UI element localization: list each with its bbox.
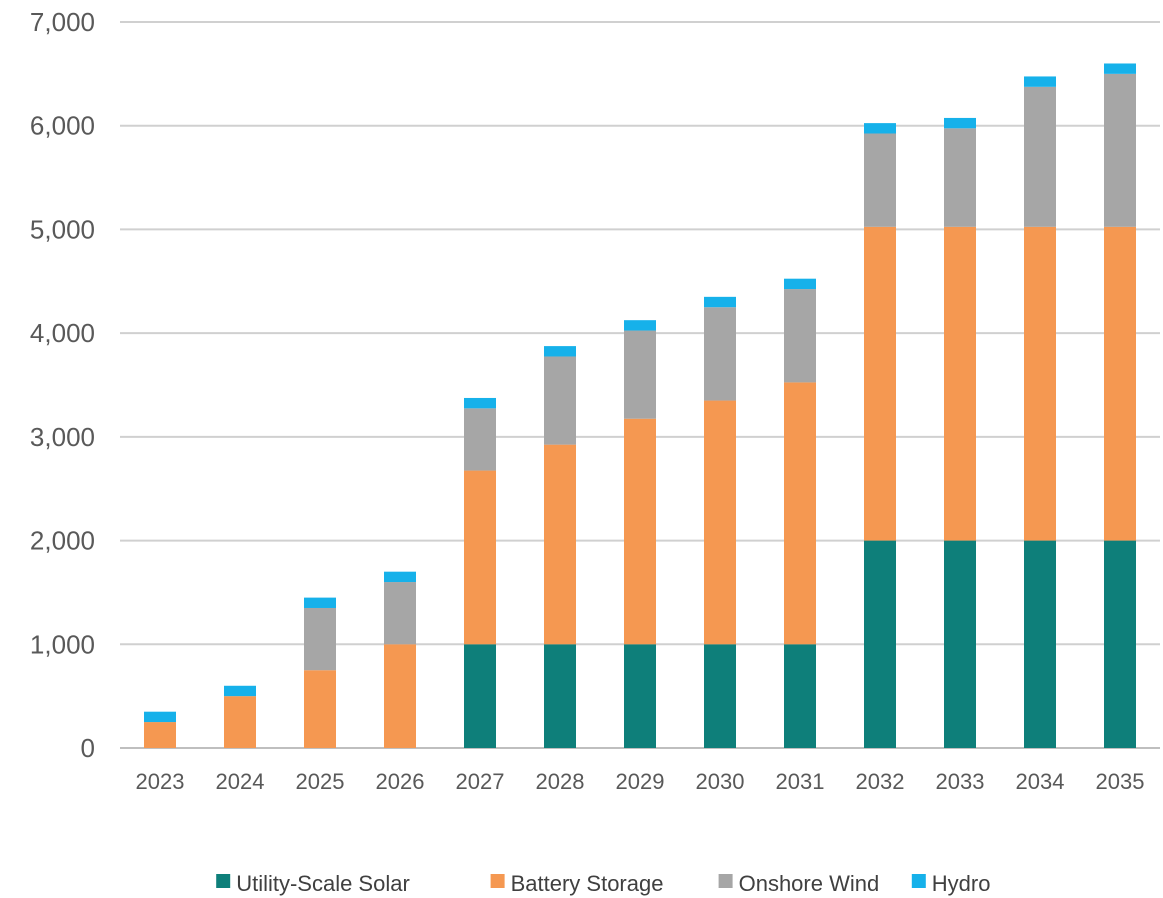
legend-swatch [718,874,733,888]
y-tick-label: 3,000 [30,422,95,452]
x-tick-label: 2027 [456,769,505,794]
bar-onshore-wind-2030 [704,307,736,401]
y-tick-label: 7,000 [30,7,95,37]
x-tick-label: 2028 [536,769,585,794]
bar-hydro-2032 [864,123,896,134]
bar-hydro-2027 [464,397,496,409]
legend-swatch [911,874,926,888]
bar-hydro-2023 [144,711,176,723]
bar-battery-storage-2024 [224,696,256,748]
bar-battery-storage-2027 [464,470,496,645]
x-tick-label: 2029 [616,769,665,794]
x-tick-label: 2023 [136,769,185,794]
y-tick-label: 5,000 [30,214,95,244]
y-tick-label: 1,000 [30,629,95,659]
bar-utility-scale-solar-2032 [864,540,896,748]
bar-hydro-2033 [944,117,976,129]
bars [144,63,1136,748]
bar-utility-scale-solar-2030 [704,644,736,748]
bar-battery-storage-2028 [544,444,576,645]
bar-battery-storage-2033 [944,226,976,541]
bar-utility-scale-solar-2034 [1024,540,1056,748]
bar-onshore-wind-2031 [784,289,816,383]
bar-battery-storage-2035 [1104,226,1136,541]
bar-battery-storage-2026 [384,644,416,748]
y-tick-label: 0 [81,733,95,763]
bar-utility-scale-solar-2029 [624,644,656,748]
y-tick-label: 2,000 [30,526,95,556]
bar-battery-storage-2030 [704,400,736,645]
x-tick-label: 2024 [216,769,265,794]
bar-utility-scale-solar-2035 [1104,540,1136,748]
x-tick-label: 2032 [856,769,905,794]
bar-utility-scale-solar-2031 [784,644,816,748]
bar-hydro-2024 [224,685,256,697]
bar-battery-storage-2025 [304,670,336,748]
legend-label: Onshore Wind [739,871,880,896]
legend: Utility-Scale Solar Battery Storage Onshor… [216,871,990,896]
bar-hydro-2034 [1024,76,1056,87]
bar-onshore-wind-2026 [384,582,416,645]
bar-utility-scale-solar-2033 [944,540,976,748]
legend-swatch [490,874,505,888]
x-tick-label: 2031 [776,769,825,794]
bar-onshore-wind-2033 [944,128,976,227]
bar-hydro-2025 [304,597,336,608]
legend-swatch [216,874,231,888]
x-tick-label: 2026 [376,769,425,794]
bar-onshore-wind-2025 [304,607,336,671]
y-tick-label: 4,000 [30,318,95,348]
legend-label: Utility-Scale Solar [236,871,410,896]
bar-hydro-2026 [384,571,416,583]
legend-label: Battery Storage [511,871,664,896]
bar-hydro-2028 [544,346,576,357]
bar-battery-storage-2032 [864,226,896,541]
bar-onshore-wind-2032 [864,133,896,227]
x-tick-label: 2025 [296,769,345,794]
y-axis: 0 1,000 2,000 3,000 4,000 5,000 6,000 7,000 [30,7,95,763]
bar-hydro-2031 [784,278,816,290]
x-tick-label: 2033 [936,769,985,794]
bar-onshore-wind-2035 [1104,73,1136,227]
legend-label: Hydro [932,871,991,896]
y-tick-label: 6,000 [30,111,95,141]
bar-hydro-2035 [1104,63,1136,74]
x-tick-label: 2035 [1096,769,1145,794]
bar-battery-storage-2029 [624,418,656,645]
bar-utility-scale-solar-2027 [464,644,496,748]
bar-onshore-wind-2028 [544,356,576,445]
bar-onshore-wind-2034 [1024,86,1056,227]
x-tick-label: 2034 [1016,769,1065,794]
bar-hydro-2030 [704,296,736,308]
bar-onshore-wind-2027 [464,408,496,471]
bar-hydro-2029 [624,320,656,331]
bar-battery-storage-2034 [1024,226,1056,541]
x-tick-label: 2030 [696,769,745,794]
x-axis: 2023 2024 2025 2026 2027 2028 2029 2030 2031 2032… [136,769,1145,794]
bar-battery-storage-2023 [144,722,176,748]
bar-utility-scale-solar-2028 [544,644,576,748]
bar-onshore-wind-2029 [624,330,656,419]
bar-battery-storage-2031 [784,382,816,645]
